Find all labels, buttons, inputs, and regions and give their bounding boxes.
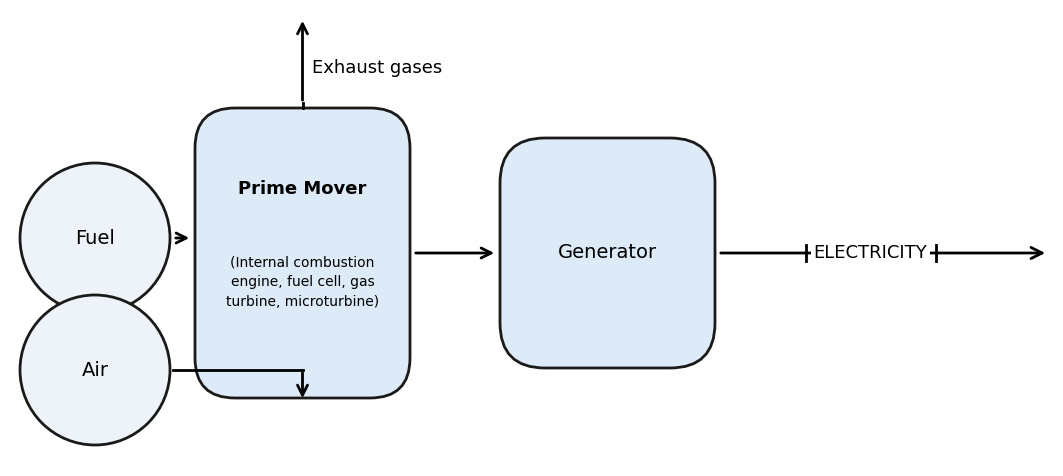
Text: Generator: Generator — [558, 244, 657, 262]
Circle shape — [20, 163, 170, 313]
Text: (Internal combustion
engine, fuel cell, gas
turbine, microturbine): (Internal combustion engine, fuel cell, … — [226, 256, 379, 308]
Text: Exhaust gases: Exhaust gases — [313, 59, 443, 77]
Text: Fuel: Fuel — [75, 228, 115, 248]
FancyBboxPatch shape — [500, 138, 715, 368]
Text: ELECTRICITY: ELECTRICITY — [813, 244, 927, 262]
FancyBboxPatch shape — [195, 108, 410, 398]
Circle shape — [20, 295, 170, 445]
Text: Prime Mover: Prime Mover — [238, 180, 367, 198]
Text: Air: Air — [82, 360, 108, 379]
